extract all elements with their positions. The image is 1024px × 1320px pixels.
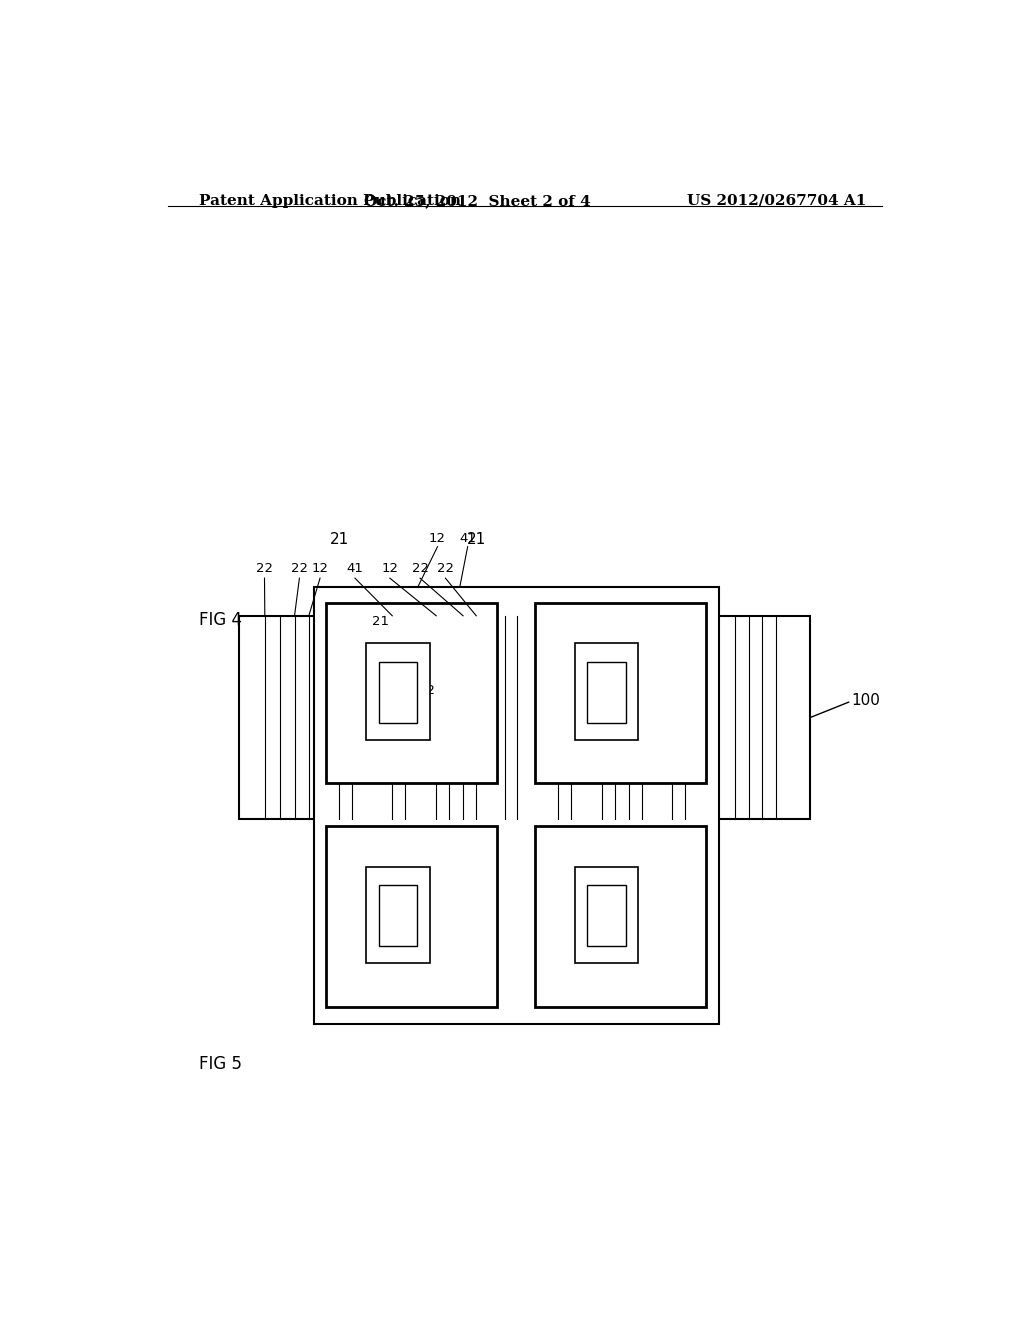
Bar	[327, 602, 497, 784]
Bar	[588, 661, 626, 722]
Text: 22: 22	[412, 562, 429, 576]
Bar	[574, 643, 638, 739]
Text: 22: 22	[419, 685, 435, 697]
Text: Patent Application Publication: Patent Application Publication	[200, 194, 462, 209]
Bar	[367, 867, 430, 964]
Text: 21: 21	[467, 532, 485, 546]
Text: 12: 12	[429, 532, 446, 545]
Text: 21: 21	[330, 532, 349, 546]
Text: 12: 12	[311, 562, 329, 576]
Bar	[240, 615, 811, 818]
Text: 22: 22	[256, 562, 273, 576]
Text: FIG 5: FIG 5	[200, 1055, 243, 1073]
Text: FIG 4: FIG 4	[200, 611, 243, 628]
Text: 12: 12	[381, 562, 398, 576]
Bar	[367, 643, 430, 739]
Text: Oct. 25, 2012  Sheet 2 of 4: Oct. 25, 2012 Sheet 2 of 4	[364, 194, 591, 209]
Bar	[536, 602, 706, 784]
Bar	[588, 886, 626, 946]
Bar	[379, 886, 417, 946]
Text: 41: 41	[459, 532, 476, 545]
Text: 22: 22	[437, 562, 454, 576]
Bar	[379, 661, 417, 722]
Bar	[327, 826, 497, 1007]
Bar	[574, 867, 638, 964]
Text: 100: 100	[852, 693, 881, 708]
Text: 22: 22	[291, 562, 308, 576]
Text: 21: 21	[373, 615, 389, 628]
Bar	[536, 826, 706, 1007]
Text: US 2012/0267704 A1: US 2012/0267704 A1	[687, 194, 866, 209]
Bar	[314, 587, 719, 1024]
Text: 41: 41	[346, 562, 364, 576]
